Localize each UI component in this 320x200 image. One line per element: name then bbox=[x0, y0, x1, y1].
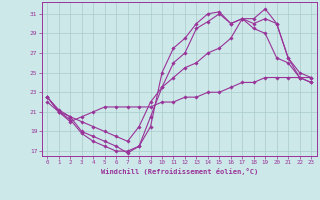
X-axis label: Windchill (Refroidissement éolien,°C): Windchill (Refroidissement éolien,°C) bbox=[100, 168, 258, 175]
